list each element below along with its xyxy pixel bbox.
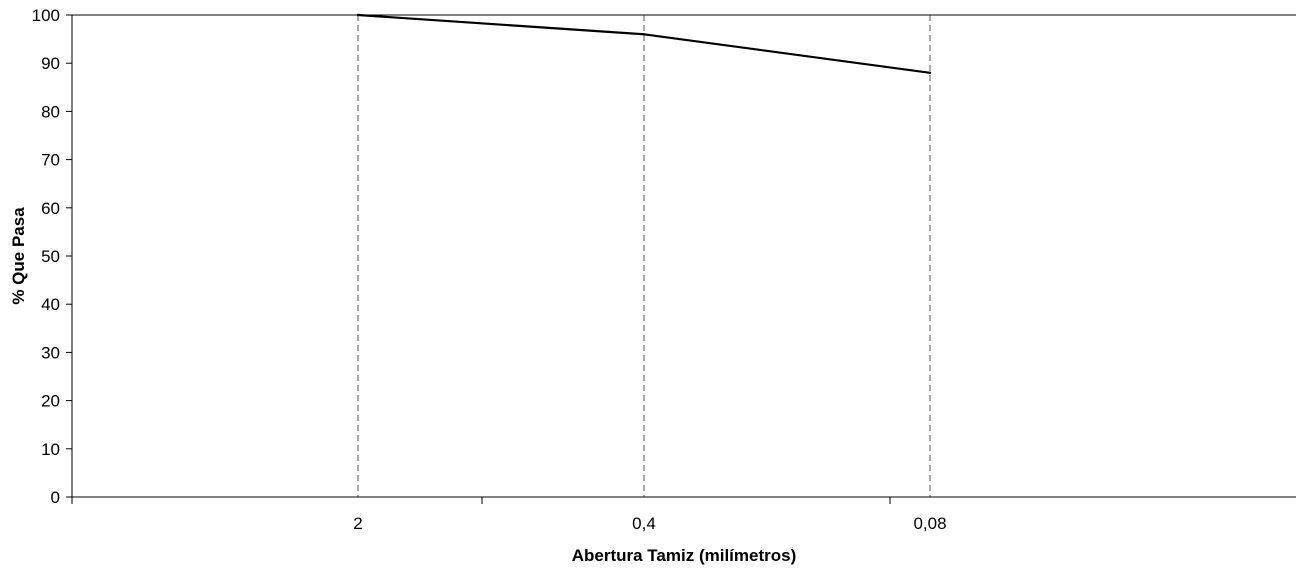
y-tick-label: 20 [41, 392, 60, 411]
gridlines [357, 15, 931, 497]
plot-frame [71, 14, 1296, 498]
y-tick-label: 100 [32, 6, 60, 25]
series-line [357, 13, 931, 74]
data-point [928, 71, 932, 75]
y-tick-label: 30 [41, 343, 60, 362]
y-axis-ticks: 0 10 20 30 40 50 60 70 80 90 100 [32, 6, 72, 507]
x-axis-ticks: 2 0,4 0,08 [71, 497, 947, 533]
data-point [356, 13, 360, 17]
y-tick-label: 60 [41, 199, 60, 218]
x-tick-label: 0,08 [913, 514, 946, 533]
y-tick-label: 90 [41, 54, 60, 73]
series-group [356, 13, 932, 75]
y-tick-label: 70 [41, 151, 60, 170]
y-axis-title: % Que Pasa [9, 207, 28, 305]
y-tick-label: 80 [41, 102, 60, 121]
x-tick-label: 2 [353, 514, 362, 533]
y-tick-label: 50 [41, 247, 60, 266]
x-axis-title: Abertura Tamiz (milímetros) [572, 546, 797, 565]
x-tick-label: 0,4 [632, 514, 656, 533]
y-tick-label: 0 [51, 488, 60, 507]
data-point [642, 33, 646, 36]
y-tick-label: 10 [41, 440, 60, 459]
y-tick-label: 40 [41, 295, 60, 314]
